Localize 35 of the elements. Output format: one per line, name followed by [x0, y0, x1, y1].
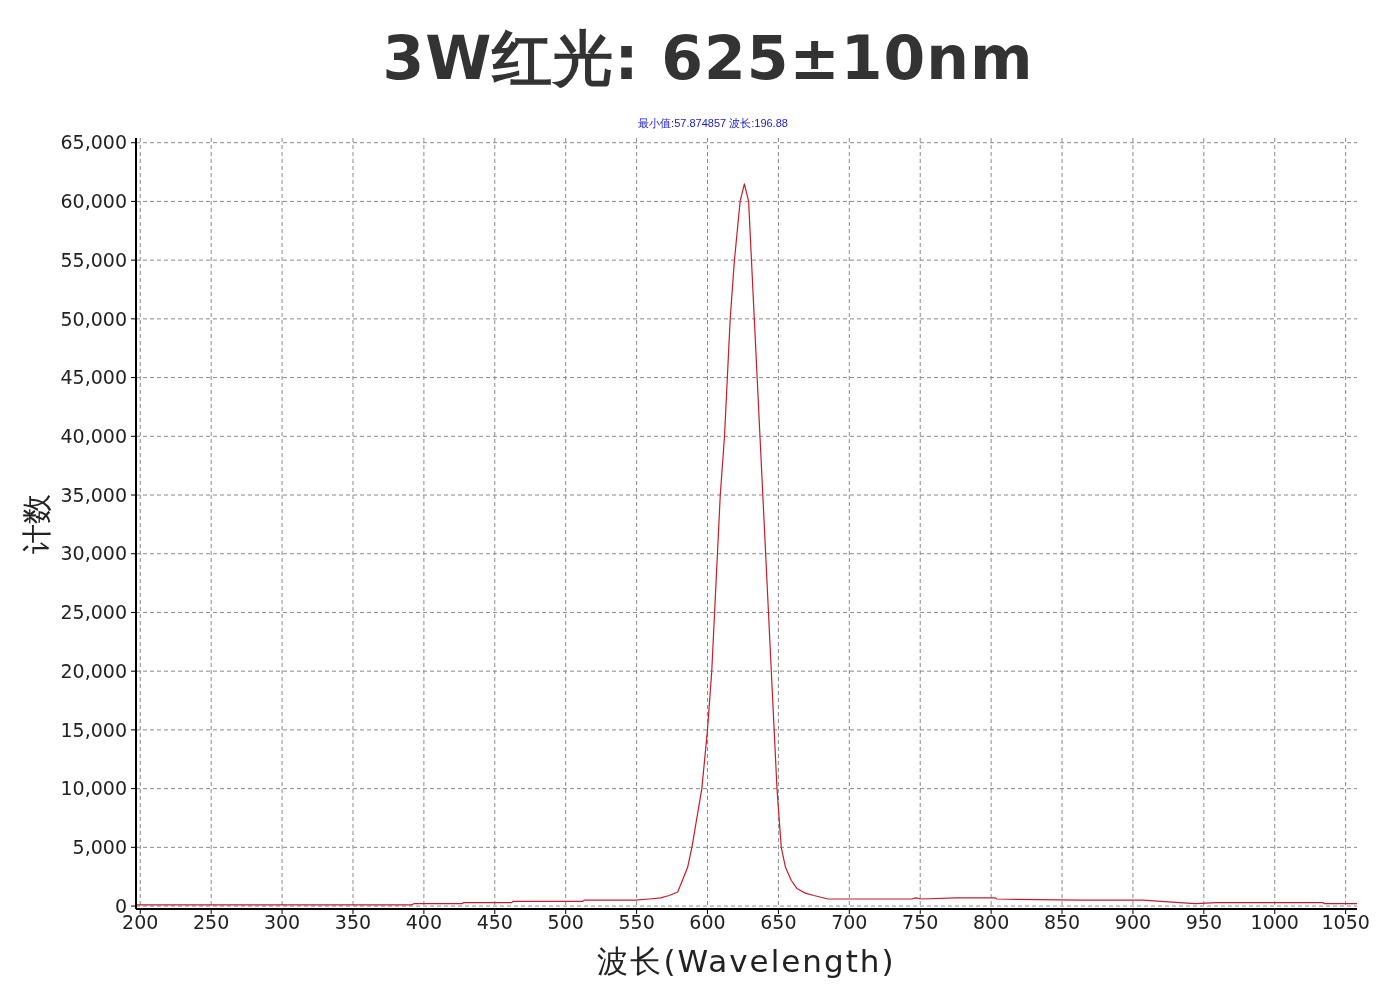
y-tick-label: 45,000	[60, 366, 127, 389]
y-tick-label: 35,000	[60, 483, 127, 506]
x-tick-label: 600	[689, 911, 726, 934]
x-tick-label: 400	[405, 911, 443, 934]
line-series	[136, 183, 1357, 906]
x-tick-label: 450	[476, 911, 513, 934]
x-tick-label: 900	[1114, 911, 1152, 934]
x-tick-label: 250	[193, 911, 230, 934]
x-tick-label: 950	[1185, 911, 1222, 934]
text: 最小值:57.874857 波长:196.88	[638, 117, 788, 129]
y-tick-label: 20,000	[60, 659, 127, 682]
x-tick-label: 500	[547, 911, 584, 934]
x-tick-label: 550	[618, 911, 655, 934]
y-tick-label: 40,000	[60, 425, 127, 448]
x-tick-label: 350	[334, 911, 372, 934]
y-tick-label: 55,000	[60, 248, 127, 271]
x-axis-title: 波长(Wavelength)	[597, 943, 896, 979]
chart-title: 3W红光: 625±10nm	[381, 22, 1035, 95]
x-tick-label: 1050	[1321, 911, 1370, 934]
y-tick-label: 15,000	[60, 718, 127, 741]
y-tick-label: 30,000	[60, 542, 127, 565]
y-tick-label: 50,000	[60, 307, 127, 330]
x-tick-label: 800	[972, 911, 1010, 934]
x-tick-label: 1000	[1250, 911, 1299, 934]
y-tick-label: 5,000	[72, 836, 127, 859]
x-tick-label: 650	[760, 911, 797, 934]
x-tick-label: 300	[263, 911, 301, 934]
x-tick-label: 750	[902, 911, 939, 934]
y-tick-label: 60,000	[60, 190, 127, 213]
y-tick-label: 10,000	[60, 777, 127, 800]
x-tick-label: 850	[1043, 911, 1081, 934]
y-tick-label: 65,000	[60, 131, 127, 154]
y-tick-label: 25,000	[60, 601, 127, 624]
x-tick-label: 700	[831, 911, 868, 934]
y-axis-title: 计数	[18, 493, 54, 554]
